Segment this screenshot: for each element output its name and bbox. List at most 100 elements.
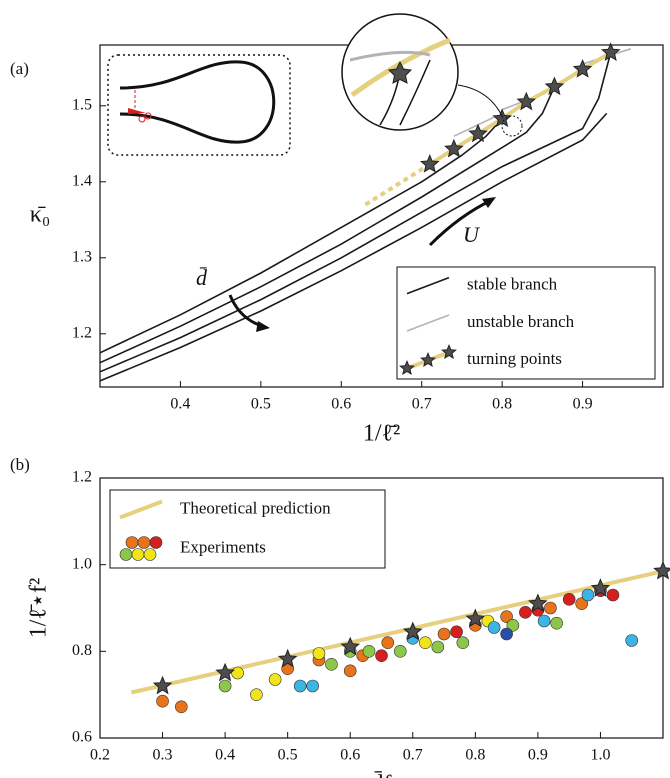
x-tick-label: 0.5 [251,396,271,413]
star-point [277,648,298,668]
data-point [218,679,232,693]
x-tick-label: 0.7 [412,396,432,413]
data-point [362,645,376,658]
legend-label: Experiments [180,537,266,556]
data-point [268,673,282,686]
data-point [437,627,451,641]
data-point [537,614,551,628]
legend-swatch [406,314,450,332]
legend-swatch [131,548,145,561]
y-axis-label: 1/ℓ̄⋆f² [26,578,52,638]
x-tick-label: 0.6 [331,396,351,413]
inset-diagram [107,54,291,156]
data-point [312,647,326,660]
legend-swatch [119,548,133,561]
data-point [519,606,532,619]
x-tick-label: 0.4 [170,396,190,413]
arrow-u [428,198,493,247]
x-tick-label: 0.2 [90,747,110,764]
data-point [500,627,513,641]
annotation: U [463,222,481,247]
y-tick-label: 0.8 [72,642,92,659]
plot-frame [99,477,664,739]
series-line [364,162,431,207]
star-point [444,138,464,158]
data-point [381,636,395,649]
x-tick-label: 0.5 [278,747,298,764]
data-point [581,588,595,602]
y-tick-label: 1.0 [72,555,92,572]
star-point [572,59,593,78]
data-point [175,700,188,714]
x-axis-label: 1/ℓ̄² [363,421,400,447]
data-point [562,593,576,606]
legend-swatch [406,276,450,295]
data-point [231,666,244,680]
zoom-inset [341,13,523,137]
legend-swatch [119,499,163,520]
x-tick-label: 0.6 [340,747,360,764]
x-tick-label: 0.7 [403,747,423,764]
star-point [653,560,670,580]
y-axis-label: κ̄₀ [30,202,50,228]
star-point [600,42,621,61]
legend-swatch [125,536,139,549]
data-point [393,645,407,658]
series-line [130,569,664,695]
series-line [99,112,608,382]
star-point [152,675,173,695]
x-tick-label: 0.9 [528,747,548,764]
legend-box [396,266,656,380]
legend-label: unstable branch [467,312,575,331]
data-point [293,679,307,693]
data-point [325,658,338,671]
legend-swatch [149,536,163,549]
y-tick-label: 1.3 [72,248,92,265]
data-point [487,621,501,634]
y-tick-label: 0.6 [72,729,92,746]
x-axis-label: d̄f [372,771,392,778]
data-point [450,625,463,639]
star-point [590,578,611,597]
x-tick-label: 0.8 [465,747,485,764]
x-tick-label: 0.8 [492,396,512,413]
arrowhead [256,321,270,332]
y-tick-label: 1.2 [72,469,92,486]
legend-label: stable branch [467,275,558,294]
star-point [419,153,440,173]
legend-swatch [441,344,457,360]
data-point [375,649,388,662]
data-point [544,601,557,615]
legend-swatch [420,352,436,368]
data-point [306,679,319,693]
x-tick-label: 0.3 [153,747,173,764]
y-tick-label: 1.5 [72,96,92,113]
x-tick-label: 0.9 [573,396,593,413]
star-point [528,593,548,612]
data-point [606,588,620,602]
x-tick-label: 0.4 [215,747,235,764]
data-point [250,688,263,701]
star-point [402,621,423,641]
star-point [340,636,361,656]
panel-label: (b) [10,455,30,474]
panel-label: (a) [10,59,29,78]
star-point [465,608,486,628]
star-point [544,76,565,96]
legend-swatch [143,548,157,561]
legend-label: Theoretical prediction [180,498,331,517]
data-point [343,664,357,678]
data-point [431,640,445,654]
data-point [575,597,588,610]
data-point [550,616,563,630]
legend-swatch [137,536,151,549]
series-line [99,86,556,364]
legend-label: turning points [467,349,562,368]
annotation: d̄ [196,265,208,290]
x-tick-label: 1.0 [590,747,610,764]
series-line [99,52,612,373]
data-point [506,619,520,632]
data-point [500,610,513,623]
star-point [468,123,488,143]
